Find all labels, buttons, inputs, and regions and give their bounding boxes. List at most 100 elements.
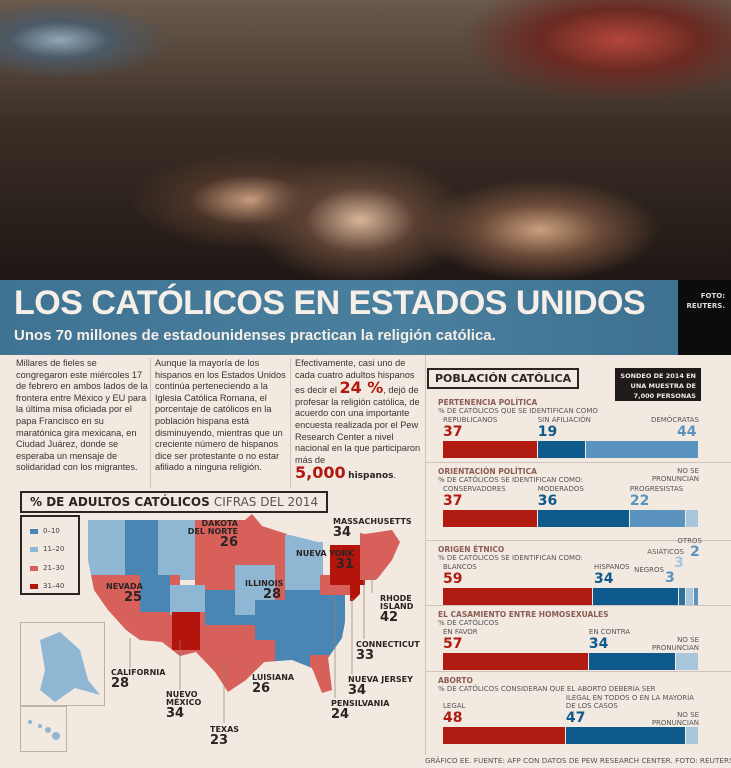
survey-note: SONDEO DE 2014 EN UNA MUESTRA DE 7,000 P…	[615, 368, 701, 401]
category-label: NO SE PRONUNCIAN	[651, 711, 699, 727]
chart-title: ORIENTACIÓN POLÍTICA	[438, 467, 537, 476]
state-colorado	[170, 585, 205, 615]
state-louisiana	[255, 640, 275, 670]
leader-lines	[129, 575, 373, 723]
bar-segment	[443, 510, 538, 527]
hawaii-inset	[20, 706, 67, 752]
bar-segment	[678, 588, 687, 605]
page-subtitle: Unos 70 millones de estadounidenses prac…	[14, 327, 496, 344]
chart-subtitle: % DE CATÓLICOS QUE SE IDENTIFICAN COMO	[438, 407, 598, 415]
bar-segment	[686, 588, 694, 605]
category-label: LEGAL	[443, 702, 466, 710]
value-label: 2	[690, 544, 700, 560]
state-label: NEVADA 25	[106, 582, 143, 605]
category-label: BLANCOS	[443, 563, 477, 571]
value-label: 34	[594, 571, 614, 587]
legend-item: 11–20	[30, 545, 64, 553]
state-label: CONNECTICUT 33	[356, 640, 420, 663]
value-label: 22	[629, 493, 650, 509]
category-label: MODERADOS	[537, 485, 584, 493]
us-map	[28, 514, 400, 740]
bar-segment	[586, 441, 699, 458]
page-title: LOS CATÓLICOS EN ESTADOS UNIDOS	[14, 284, 646, 322]
legend-item: 31–40	[30, 582, 64, 590]
title-banner	[0, 280, 678, 355]
chart-subtitle: % DE CATÓLICOS SE IDENTIFICAN COMO:	[438, 476, 583, 484]
alaska-inset	[20, 622, 105, 706]
state-label: LUISIANA 26	[252, 673, 295, 696]
divider	[150, 358, 151, 488]
state-label: NUEVA YORK 31	[296, 549, 354, 572]
map-legend: 0–10 11–20 21–30 31–40	[20, 515, 80, 595]
section-divider	[425, 605, 731, 606]
section-divider	[425, 540, 731, 541]
state-utah	[140, 575, 170, 612]
map-title: % DE ADULTOS CATÓLICOS CIFRAS DEL 2014	[20, 491, 329, 513]
bar-segment	[686, 727, 699, 744]
chart-subtitle: % DE CATÓLICOS SE IDENTIFICAN COMO:	[438, 554, 583, 562]
bar-segment	[537, 441, 587, 458]
category-label: EN FAVOR	[443, 628, 478, 636]
category-label: OTROS	[677, 537, 702, 545]
state-new-jersey	[350, 583, 360, 601]
bar-segment	[443, 588, 593, 605]
credit-box	[678, 280, 731, 355]
bar-segment	[443, 441, 538, 458]
state-idaho	[125, 515, 158, 580]
bar-segment	[588, 653, 676, 670]
section-divider	[425, 462, 731, 463]
bar-segment	[693, 588, 699, 605]
value-label: 3	[665, 570, 675, 586]
state-label: NUEVA JERSEY 34	[348, 675, 413, 698]
state-new-york	[330, 545, 365, 585]
legend-item: 0–10	[30, 527, 60, 535]
bar-segment	[592, 588, 679, 605]
state-illinois	[275, 560, 285, 620]
bar-segment	[565, 727, 687, 744]
state-label: DAKOTA DEL NORTE 26	[187, 519, 238, 550]
bar-segment	[443, 653, 589, 670]
state-florida	[310, 655, 335, 693]
state-alaska	[40, 632, 100, 702]
value-label: 37	[443, 493, 463, 509]
value-label: 44	[677, 424, 697, 440]
panel-divider	[425, 355, 426, 755]
state-label: ILLINOIS 28	[245, 579, 284, 602]
chart-subtitle: % DE CATÓLICOS CONSIDERAN QUE EL ABORTO …	[438, 685, 656, 693]
bar-segment	[675, 653, 699, 670]
highlight-percent: 24 %	[339, 378, 384, 398]
article-column-1: Millares de fieles se congregaron este m…	[16, 358, 148, 473]
bar-segment	[537, 510, 630, 527]
stacked-bar	[443, 653, 699, 670]
value-label: 34	[588, 636, 609, 652]
bar-segment	[629, 510, 687, 527]
value-label: 3	[674, 555, 684, 571]
value-label: 47	[565, 710, 586, 726]
panel-title: POBLACIÓN CATÓLICA	[427, 368, 580, 389]
state-label: PENSILVANIA 24	[331, 699, 390, 722]
category-label: REPUBLICANOS	[443, 416, 498, 424]
category-label: EN CONTRA	[588, 628, 631, 636]
category-label: ILEGAL EN TODOS O EN LA MAYORÍA DE LOS C…	[565, 694, 694, 710]
chart-title: EL CASAMIENTO ENTRE HOMOSEXUALES	[438, 610, 609, 619]
chart-subtitle: % DE CATÓLICOS	[438, 619, 499, 627]
bar-segment	[686, 510, 699, 527]
state-label: NUEVO MÉXICO 34	[166, 690, 202, 721]
category-label: NO SE PRONUNCIAN	[651, 636, 699, 652]
category-label: CONSERVADORES	[443, 485, 506, 493]
category-label: SIN AFILIACIÓN	[537, 416, 591, 424]
value-label: 57	[443, 636, 463, 652]
category-label: PROGRESISTAS	[629, 485, 684, 493]
state-new-mexico	[172, 612, 200, 650]
state-label: TEXAS 23	[210, 725, 240, 748]
category-label: NO SE PRONUNCIAN	[651, 467, 699, 483]
footer-source: GRÁFICO EE. FUENTE: AFP CON DATOS DE PEW…	[425, 756, 731, 765]
stacked-bar	[443, 588, 699, 605]
highlight-count: 5,000	[295, 463, 346, 483]
photo-credit: FOTO: REUTERS.	[686, 292, 725, 310]
stacked-bar	[443, 727, 699, 744]
bar-segment	[443, 727, 566, 744]
stacked-bar	[443, 441, 699, 458]
legend-item: 21–30	[30, 564, 64, 572]
article-column-2: Aunque la mayoría de los hispanos en los…	[155, 358, 286, 473]
